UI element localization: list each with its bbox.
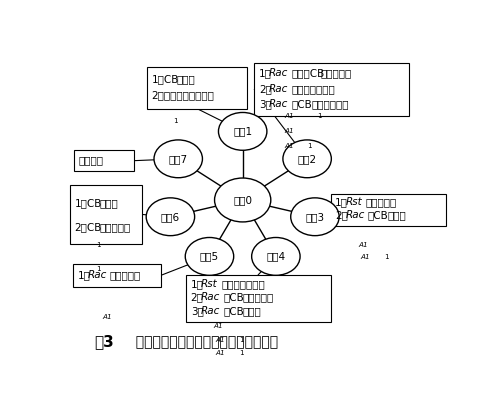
Text: ，CB: ，CB [291,99,312,109]
FancyBboxPatch shape [73,264,161,287]
Text: Rac: Rac [87,270,107,280]
Text: 1：: 1： [78,270,90,280]
FancyBboxPatch shape [147,67,246,109]
Text: A1: A1 [102,314,112,320]
Text: 1: 1 [307,143,312,149]
Text: A1: A1 [216,350,225,356]
Text: 2：两保护信息丢失。: 2：两保护信息丢失。 [152,91,215,101]
Text: 3：: 3： [191,306,204,316]
Text: 1：: 1： [335,198,348,208]
Text: 状态5: 状态5 [200,251,219,261]
Text: 保护信息和断路器信息之间的制约关系: 保护信息和断路器信息之间的制约关系 [128,335,279,349]
Text: 1: 1 [239,337,244,343]
Text: 状态4: 状态4 [266,251,285,261]
Text: A1: A1 [284,112,294,119]
Text: 拒动；: 拒动； [99,198,118,208]
FancyBboxPatch shape [74,150,135,171]
Text: 2：: 2： [191,292,204,302]
Text: 状态3: 状态3 [305,212,325,222]
Text: 、CB: 、CB [223,306,244,316]
Text: Rac: Rac [345,210,364,220]
Text: 两信息丢失。: 两信息丢失。 [311,99,349,109]
Text: 、CB: 、CB [223,292,244,302]
Text: 1: 1 [96,266,101,272]
Circle shape [251,238,300,275]
Text: 1：CB: 1：CB [75,198,102,208]
Text: 信息正确: 信息正确 [79,155,104,165]
Circle shape [291,198,339,236]
Text: 信息传输错误；: 信息传输错误； [291,84,335,94]
Text: 拒动。: 拒动。 [243,306,262,316]
Text: 信息丢失；: 信息丢失； [243,292,274,302]
Text: 误动；: 误动； [176,74,195,84]
FancyBboxPatch shape [186,275,331,322]
Text: Rac: Rac [201,306,220,316]
Circle shape [283,140,331,178]
FancyBboxPatch shape [255,63,409,116]
Text: 1: 1 [173,118,177,124]
Circle shape [154,140,203,178]
Circle shape [146,198,195,236]
FancyBboxPatch shape [70,185,142,244]
Circle shape [215,178,271,222]
Text: 信息丢失；: 信息丢失； [366,198,397,208]
Text: A1: A1 [216,337,225,343]
Text: 图3: 图3 [94,334,114,349]
Text: 1: 1 [384,254,389,261]
Text: 信息丢失。: 信息丢失。 [99,222,131,232]
Text: Rac: Rac [269,84,288,94]
Text: 状态0: 状态0 [233,195,252,205]
Text: 信息丢失；: 信息丢失； [321,69,352,78]
FancyBboxPatch shape [331,194,446,226]
Text: 2：CB: 2：CB [75,222,102,232]
Text: 1：: 1： [259,69,272,78]
Text: 1：CB: 1：CB [152,74,179,84]
Text: 状态6: 状态6 [161,212,180,222]
Text: A1: A1 [284,143,294,149]
Text: 状态1: 状态1 [233,126,252,136]
Text: 1: 1 [96,242,101,248]
Text: 2：: 2： [335,210,348,220]
Text: 1: 1 [239,350,244,356]
Text: A1: A1 [214,323,223,329]
Text: 信息传输错误；: 信息传输错误； [221,279,265,289]
Text: 状态7: 状态7 [169,154,188,164]
Text: 2：: 2： [259,84,272,94]
Text: A1: A1 [284,128,294,134]
Text: 、CB: 、CB [368,210,389,220]
Text: 状态2: 状态2 [297,154,317,164]
Circle shape [218,112,267,150]
Text: 误动。: 误动。 [388,210,406,220]
Text: 3：: 3： [259,99,272,109]
Text: Rst: Rst [201,279,217,289]
Text: Rac: Rac [269,99,288,109]
Text: 误动，CB: 误动，CB [291,69,325,78]
Text: 1: 1 [318,112,322,119]
Text: 1：: 1： [191,279,204,289]
Text: 信息丢失。: 信息丢失。 [110,270,141,280]
Circle shape [185,238,234,275]
Text: A1: A1 [360,254,370,261]
Text: Rac: Rac [269,69,288,78]
Text: Rac: Rac [201,292,220,302]
Text: A1: A1 [358,242,368,248]
Text: Rst: Rst [345,198,362,208]
